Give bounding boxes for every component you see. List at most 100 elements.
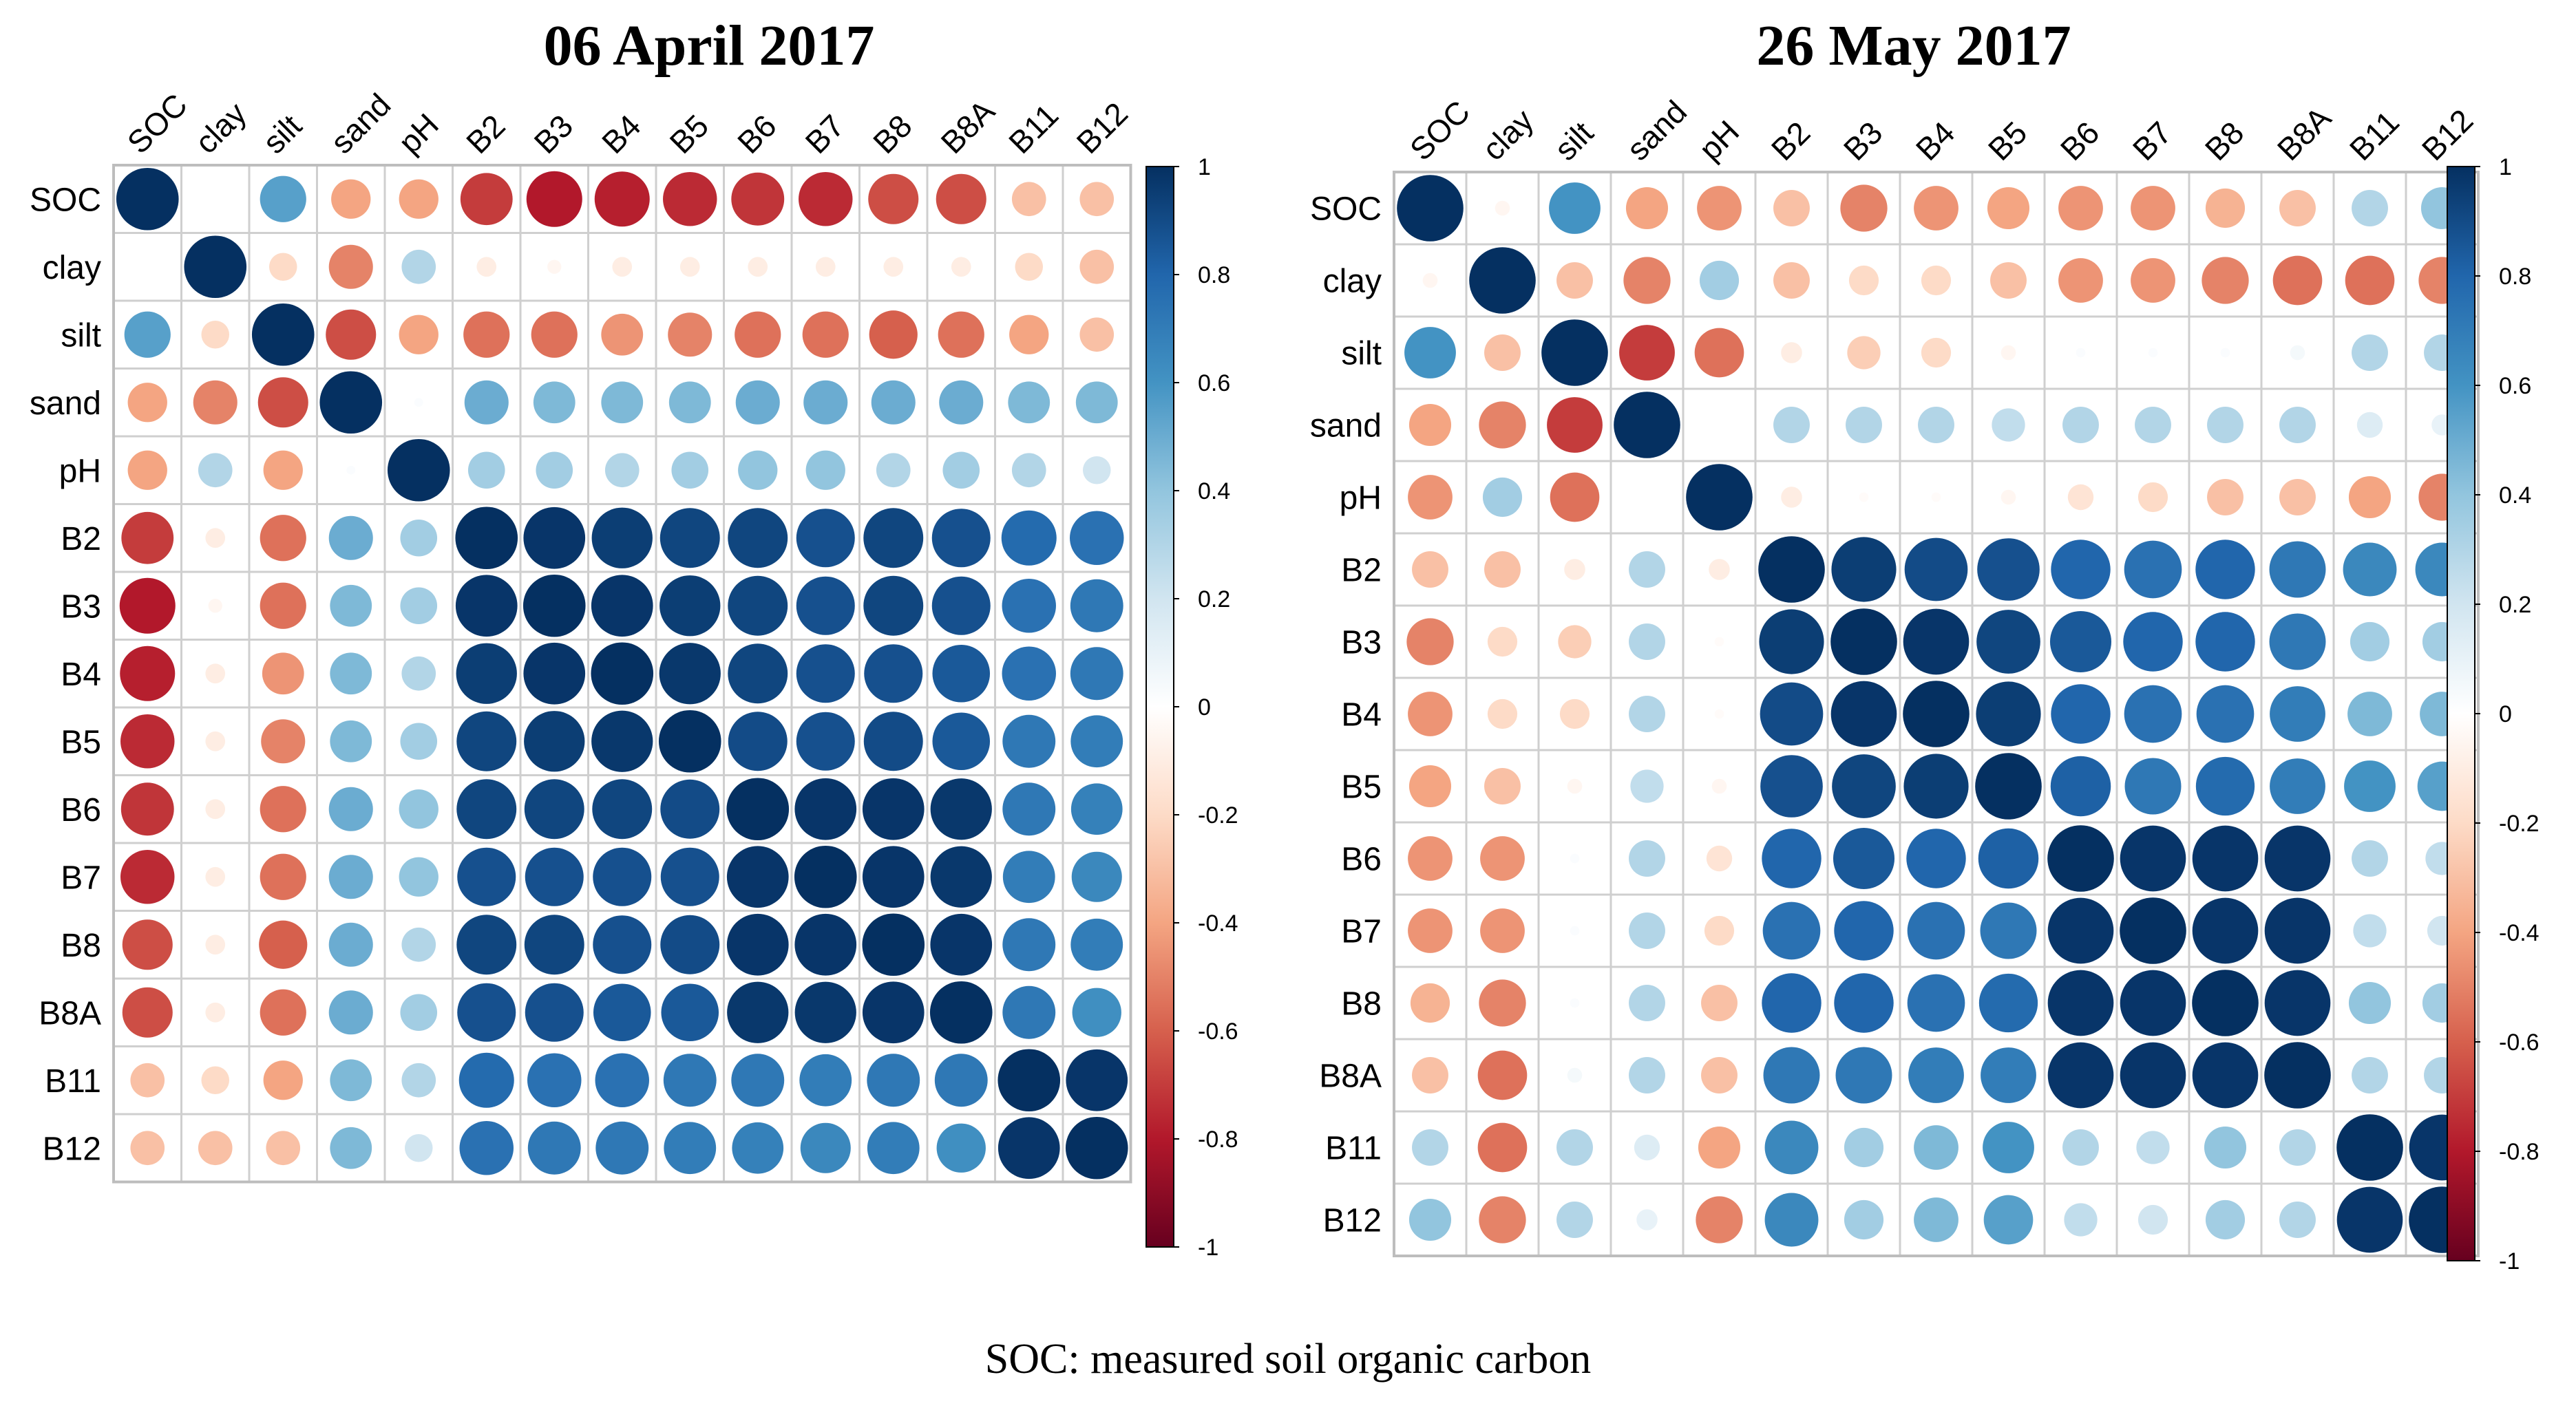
corr-B8A-B8A <box>2264 1042 2331 1109</box>
corr-pH-B4 <box>1931 492 1941 502</box>
colorbar-tick-label: -0.8 <box>1198 1127 1238 1153</box>
corr-pH-B11 <box>1011 453 1046 488</box>
corr-B4-B12 <box>1070 647 1123 701</box>
corr-B3-pH <box>1714 637 1724 647</box>
corr-B2-B7 <box>796 509 855 568</box>
corr-SOC-B8A <box>936 173 986 224</box>
corr-B7-clay <box>205 866 226 887</box>
colorbar-tick-label: -1 <box>1198 1235 1218 1261</box>
corr-silt-silt <box>1541 319 1608 386</box>
corr-B7-B8 <box>2192 897 2259 964</box>
corr-B5-B5 <box>658 710 721 773</box>
corr-clay-B7 <box>2131 258 2175 303</box>
column-label-B7: B7 <box>2126 115 2179 168</box>
corr-sand-B8 <box>2207 407 2244 443</box>
corr-silt-B4 <box>601 313 644 356</box>
row-label-SOC: SOC <box>30 182 101 218</box>
corr-B5-B7 <box>2124 758 2182 815</box>
corr-pH-B2 <box>467 451 505 489</box>
corr-silt-sand <box>1619 325 1675 381</box>
corr-B2-B3 <box>523 506 586 569</box>
corr-SOC-B8 <box>2205 188 2246 228</box>
corr-B8A-B7 <box>2120 1042 2186 1109</box>
corr-B12-B7 <box>2137 1204 2168 1235</box>
corr-B2-B7 <box>2124 540 2182 599</box>
corr-sand-B6 <box>735 380 780 425</box>
corr-B4-B7 <box>796 644 855 703</box>
corr-B8A-B5 <box>1981 1047 2036 1103</box>
corr-B8A-B5 <box>661 983 719 1042</box>
corr-B5-silt <box>261 719 306 764</box>
corr-B3-B11 <box>1002 579 1056 633</box>
corr-B5-B7 <box>796 712 855 771</box>
row-label-B4: B4 <box>61 657 101 693</box>
corr-B4-B2 <box>456 643 517 704</box>
corr-B8-pH <box>401 927 436 962</box>
corr-SOC-silt <box>1549 182 1601 234</box>
corr-B11-B7 <box>799 1054 852 1107</box>
colorbar-tick-label: -0.8 <box>2499 1139 2540 1165</box>
corr-silt-B3 <box>531 311 578 358</box>
grid-cell <box>1682 387 1757 462</box>
corr-B4-sand <box>1629 696 1665 732</box>
corr-B8A-B3 <box>525 983 584 1042</box>
corr-B8-SOC <box>1410 983 1450 1023</box>
corr-SOC-B6 <box>2058 186 2103 231</box>
corr-B6-B12 <box>1070 783 1123 835</box>
column-label-B5: B5 <box>663 108 716 161</box>
corr-silt-B6 <box>2076 348 2086 358</box>
correlation-panel-left: SOCclaysiltsandpHB2B3B4B5B6B7B8B8AB11B12… <box>30 87 1238 1261</box>
corr-B7-B3 <box>525 847 584 906</box>
corr-B2-B6 <box>728 508 788 568</box>
corr-B8-B3 <box>524 915 584 975</box>
corr-B8A-clay <box>205 1002 226 1023</box>
corr-silt-clay <box>201 320 230 349</box>
corr-sand-silt <box>257 377 308 428</box>
corr-B8A-silt <box>1567 1067 1583 1083</box>
corr-clay-B3 <box>1848 265 1879 296</box>
corr-B11-B4 <box>595 1053 649 1107</box>
column-label-B12: B12 <box>2415 102 2480 167</box>
corr-B6-silt <box>260 786 306 833</box>
corr-B12-SOC <box>1408 1198 1452 1241</box>
corr-clay-B6 <box>2058 258 2103 303</box>
column-label-SOC: SOC <box>1403 94 1477 167</box>
column-label-B3: B3 <box>527 108 580 161</box>
corr-B7-B8 <box>862 846 925 908</box>
corr-B12-clay <box>1479 1196 1526 1244</box>
corr-SOC-B3 <box>1840 184 1888 232</box>
corr-clay-B7 <box>815 257 836 277</box>
corr-B3-B3 <box>1830 608 1897 675</box>
corr-pH-B7 <box>2137 482 2168 513</box>
corr-B6-pH <box>399 789 439 829</box>
corr-clay-B2 <box>1773 262 1810 299</box>
corr-B7-B7 <box>794 845 857 908</box>
corr-B8A-B12 <box>1072 988 1121 1037</box>
column-label-sand: sand <box>324 87 397 160</box>
corr-clay-B5 <box>1990 262 2027 299</box>
corr-B11-B3 <box>1844 1127 1884 1168</box>
column-label-clay: clay <box>1475 102 1541 167</box>
colorbar-tick-label: -0.6 <box>2499 1029 2540 1056</box>
corr-sand-sand <box>319 371 383 434</box>
corr-silt-B5 <box>2000 345 2016 361</box>
corr-pH-B3 <box>536 451 573 489</box>
corr-B11-clay <box>1477 1122 1528 1173</box>
corr-clay-B8A <box>2272 255 2323 306</box>
corr-B5-SOC <box>120 714 175 769</box>
corr-silt-B5 <box>668 312 712 357</box>
column-label-B11: B11 <box>1002 97 1065 160</box>
corr-B3-pH <box>400 587 438 625</box>
corr-silt-B8 <box>869 310 918 359</box>
corr-pH-silt <box>1550 472 1600 522</box>
corr-B6-B5 <box>660 779 720 839</box>
corr-sand-B5 <box>1992 408 2025 442</box>
corr-B8A-sand <box>328 990 373 1035</box>
corr-clay-B5 <box>679 257 700 277</box>
corr-B6-B6 <box>2047 825 2114 892</box>
corr-B11-B5 <box>663 1054 717 1107</box>
corr-B3-B8A <box>2269 613 2326 670</box>
corr-B8A-B2 <box>457 983 516 1042</box>
corr-B6-B7 <box>2120 825 2186 892</box>
corr-B11-clay <box>201 1066 230 1095</box>
